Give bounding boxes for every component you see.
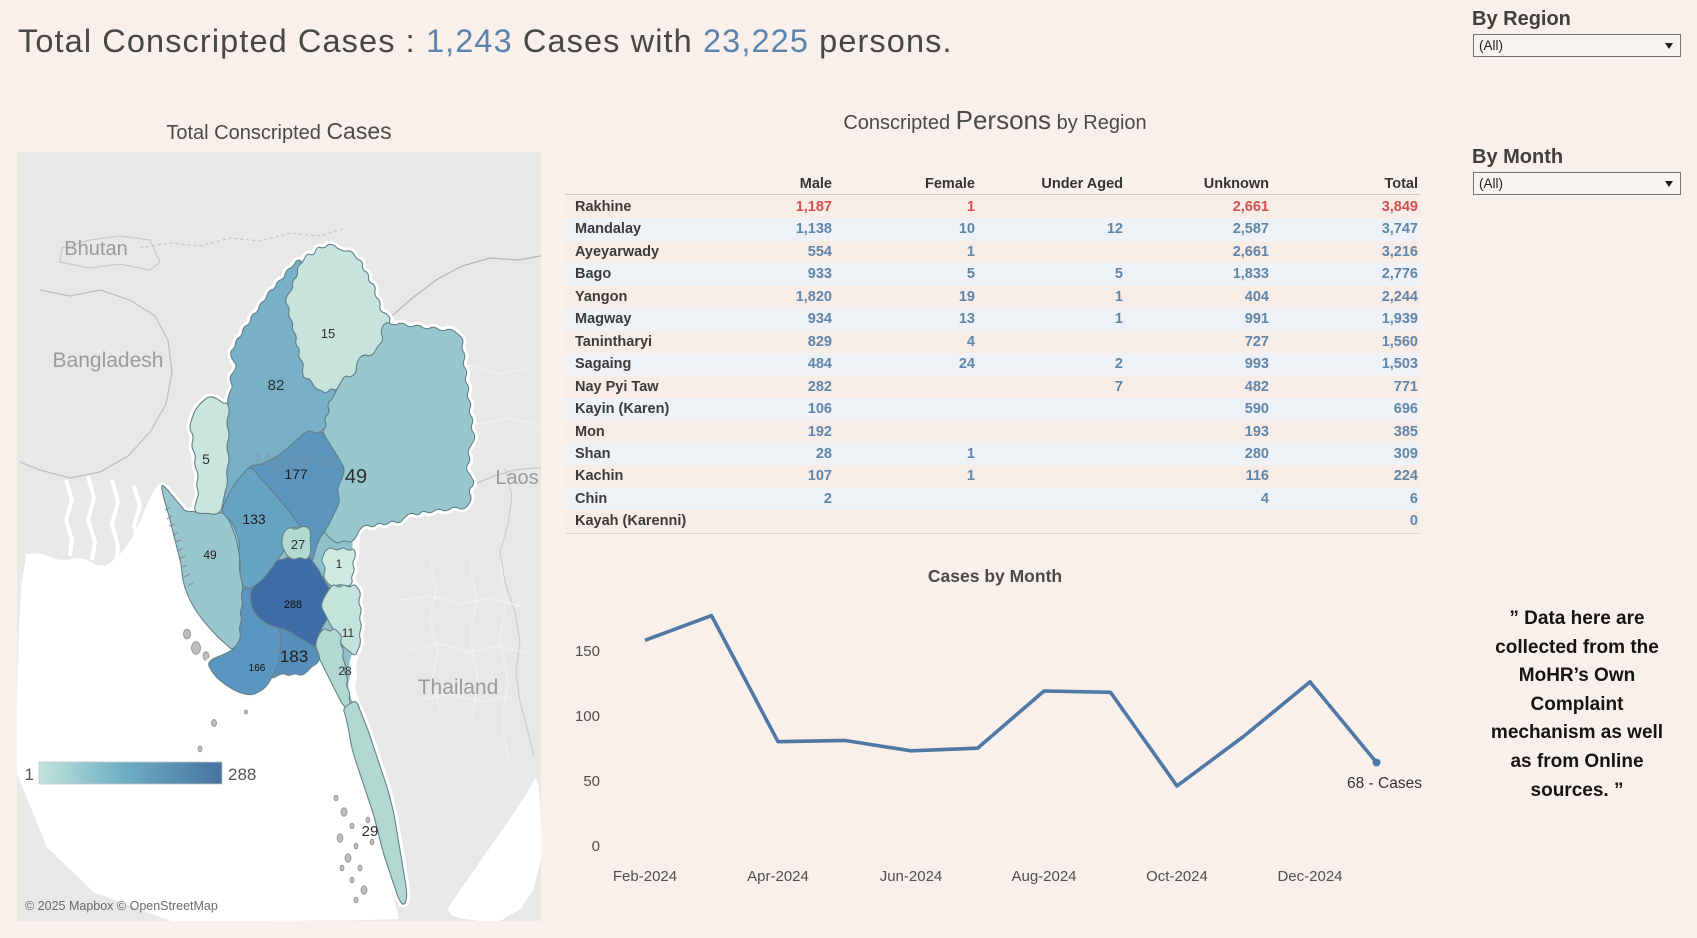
- svg-text:Thailand: Thailand: [418, 676, 499, 699]
- svg-text:133: 133: [242, 511, 266, 527]
- svg-text:Bangladesh: Bangladesh: [53, 349, 164, 372]
- svg-text:183: 183: [280, 647, 308, 666]
- svg-text:1: 1: [25, 765, 34, 784]
- svg-text:49: 49: [345, 466, 367, 488]
- svg-text:Myanmar: Myanmar: [254, 450, 338, 472]
- svg-text:49: 49: [203, 548, 217, 562]
- svg-text:© 2025 Mapbox © OpenStreetMap: © 2025 Mapbox © OpenStreetMap: [25, 899, 218, 913]
- svg-text:Bhutan: Bhutan: [64, 238, 127, 260]
- svg-text:29: 29: [362, 823, 379, 840]
- svg-text:15: 15: [321, 326, 335, 341]
- svg-text:11: 11: [342, 626, 355, 640]
- svg-text:177: 177: [284, 466, 308, 482]
- svg-text:5: 5: [202, 451, 210, 467]
- svg-text:288: 288: [228, 765, 256, 784]
- svg-text:288: 288: [284, 599, 302, 611]
- svg-text:166: 166: [249, 663, 266, 674]
- svg-text:1: 1: [336, 557, 343, 571]
- svg-text:Laos: Laos: [495, 467, 538, 489]
- svg-text:82: 82: [268, 377, 285, 394]
- svg-text:28: 28: [338, 664, 352, 678]
- svg-text:27: 27: [291, 537, 305, 552]
